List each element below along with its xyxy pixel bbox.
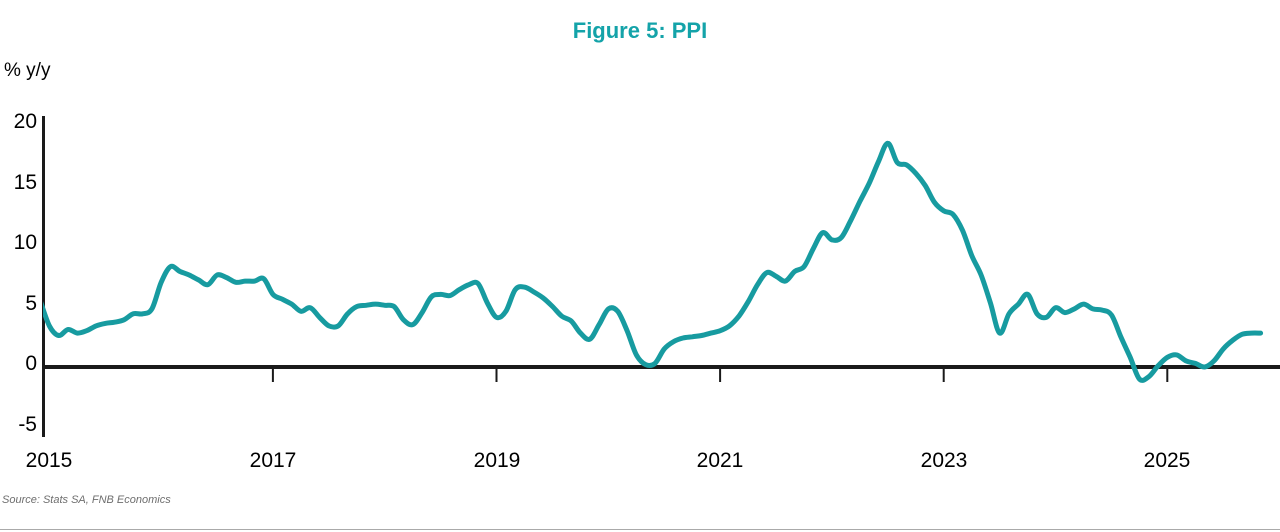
bottom-divider xyxy=(0,529,1280,530)
x-tick-label-2015: 2015 xyxy=(25,449,73,472)
x-tick-label-2025: 2025 xyxy=(1143,449,1191,472)
y-tick-label-5: 5 xyxy=(25,292,37,315)
x-tick-label-2021: 2021 xyxy=(696,449,744,472)
y-tick-label-neg5: -5 xyxy=(18,413,37,436)
x-axis-ticks xyxy=(271,369,1169,382)
y-tick-label-0: 0 xyxy=(25,352,37,375)
source-note: Source: Stats SA, FNB Economics xyxy=(2,494,171,506)
y-tick-label-20: 20 xyxy=(13,110,37,133)
y-tick-label-15: 15 xyxy=(13,171,37,194)
x-tick-label-2019: 2019 xyxy=(473,449,521,472)
ppi-line xyxy=(43,140,1264,383)
chart-title: Figure 5: PPI xyxy=(572,18,708,43)
x-tick-label-2023: 2023 xyxy=(920,449,968,472)
y-tick-label-10: 10 xyxy=(13,231,37,254)
x-tick-label-2017: 2017 xyxy=(249,449,297,472)
y-axis-unit-label: % y/y xyxy=(4,60,51,81)
